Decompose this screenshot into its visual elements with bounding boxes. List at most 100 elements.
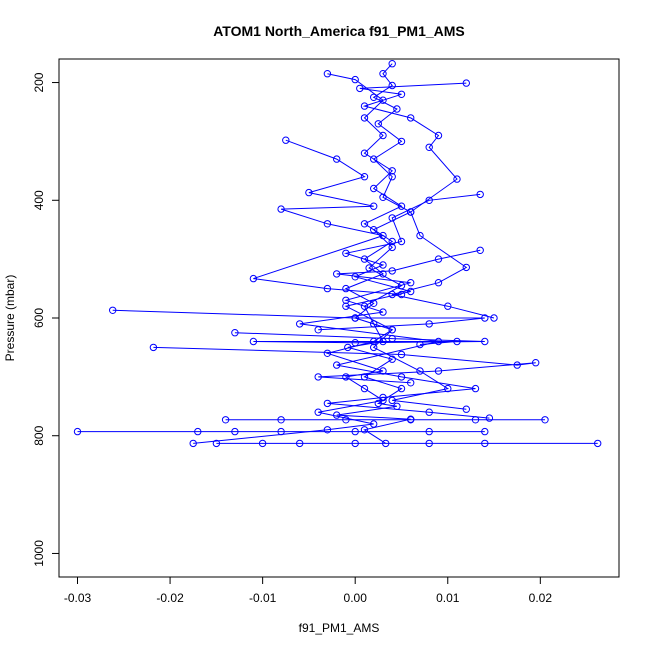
data-point [393,105,401,113]
series-line [234,332,485,345]
data-point [462,79,470,87]
data-point [397,350,406,359]
data-point [360,220,369,228]
data-point [407,287,415,296]
data-point [379,231,387,240]
data-point [541,416,549,424]
data-point [476,190,484,199]
data-point [351,75,359,84]
data-point [342,302,350,310]
data-point [374,120,382,128]
data-point [351,439,359,448]
series-line [336,63,412,444]
data-point [351,339,359,347]
plot-area [73,60,602,448]
data-point [282,136,290,144]
data-point [388,396,396,405]
data-point [360,149,369,157]
data-point [388,243,396,252]
data-point [194,427,202,436]
data-point [416,231,424,240]
x-tick-label: -0.01 [249,591,277,605]
data-point [453,175,461,183]
series-line [253,139,402,295]
data-point [258,439,267,448]
data-point [323,349,332,357]
data-point [351,273,359,281]
data-point [425,196,433,205]
chart-title: ATOM1 North_America f91_PM1_AMS [213,23,465,39]
data-point [481,439,489,448]
data-point [277,205,285,213]
data-point [397,373,406,381]
data-point [388,326,396,334]
data-point [397,237,406,246]
data-point [360,384,369,393]
data-point [407,416,415,424]
data-point [462,263,470,272]
data-point [397,137,406,146]
data-point [379,393,387,402]
data-point [314,408,322,416]
data-point [462,405,470,413]
data-point [532,359,540,367]
data-point [231,427,239,436]
x-tick-label: 0.00 [344,591,368,605]
data-point [73,427,82,436]
data-point [189,439,197,448]
data-point [360,173,369,181]
data-point [388,60,396,68]
data-point [481,427,489,436]
data-point [314,373,322,381]
data-point [360,426,369,434]
data-point [444,384,452,393]
data-point [453,337,461,346]
data-point [425,320,433,328]
data-point [434,279,443,287]
data-point [231,329,239,337]
data-point [323,70,332,78]
data-point [434,131,443,140]
data-point [360,255,369,263]
data-point [388,267,396,275]
x-axis: -0.03 -0.02 -0.01 0.00 0.01 0.02 [64,576,552,605]
data-point [249,274,258,283]
data-point [397,384,406,393]
data-point [434,255,443,263]
series-line [343,193,481,410]
y-tick-label: 1000 [32,540,46,567]
data-point [149,343,158,352]
data-point [379,308,387,316]
series-line [112,309,485,331]
data-point [379,96,387,104]
data-point [388,237,396,246]
data-point [333,155,341,163]
x-tick-label: -0.03 [64,591,92,605]
data-point [425,143,433,152]
data-point [425,439,433,448]
data-point [407,114,415,122]
data-point [481,337,489,346]
data-point [323,426,332,434]
data-point [416,367,424,375]
data-point [212,439,221,448]
data-point [370,155,378,163]
series-line [193,73,403,444]
data-point [333,361,341,369]
data-point [360,302,369,310]
data-point [425,427,433,436]
data-point [221,416,230,424]
data-point [471,384,480,393]
data-point [388,214,396,222]
y-tick-label: 400 [32,190,46,210]
y-axis-label: Pressure (mbar) [3,275,17,362]
x-axis-label: f91_PM1_AMS [299,621,380,635]
data-point [370,343,378,352]
data-point [323,284,332,293]
data-point [594,439,602,448]
data-point [342,416,350,424]
data-point [342,284,350,293]
data-point [109,306,117,314]
